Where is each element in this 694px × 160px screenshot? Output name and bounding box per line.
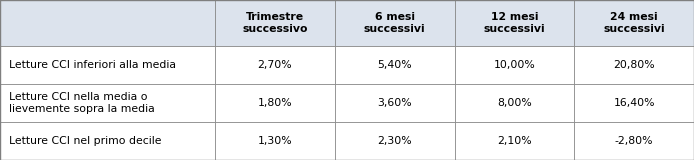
Text: 3,60%: 3,60% bbox=[378, 98, 412, 108]
Text: 1,80%: 1,80% bbox=[257, 98, 292, 108]
Bar bbox=[0, 122, 215, 160]
Bar bbox=[215, 46, 335, 84]
Text: -2,80%: -2,80% bbox=[615, 136, 653, 146]
Bar bbox=[335, 122, 455, 160]
Text: Letture CCI nel primo decile: Letture CCI nel primo decile bbox=[9, 136, 162, 146]
Bar bbox=[215, 84, 335, 122]
Bar bbox=[335, 84, 455, 122]
Text: 8,00%: 8,00% bbox=[497, 98, 532, 108]
Bar bbox=[455, 84, 574, 122]
Text: 20,80%: 20,80% bbox=[613, 60, 655, 70]
Bar bbox=[574, 46, 694, 84]
Bar bbox=[574, 84, 694, 122]
Bar bbox=[0, 84, 215, 122]
Text: 5,40%: 5,40% bbox=[378, 60, 412, 70]
Text: 2,30%: 2,30% bbox=[378, 136, 412, 146]
Bar bbox=[455, 0, 574, 46]
Text: 10,00%: 10,00% bbox=[493, 60, 535, 70]
Bar bbox=[455, 46, 574, 84]
Text: 1,30%: 1,30% bbox=[257, 136, 292, 146]
Text: 2,70%: 2,70% bbox=[257, 60, 292, 70]
Text: 24 mesi
successivi: 24 mesi successivi bbox=[603, 12, 665, 34]
Bar bbox=[215, 0, 335, 46]
Text: Letture CCI inferiori alla media: Letture CCI inferiori alla media bbox=[9, 60, 176, 70]
Bar bbox=[335, 0, 455, 46]
Bar bbox=[0, 46, 215, 84]
Bar bbox=[215, 122, 335, 160]
Bar bbox=[574, 122, 694, 160]
Text: 6 mesi
successivi: 6 mesi successivi bbox=[364, 12, 425, 34]
Text: 2,10%: 2,10% bbox=[497, 136, 532, 146]
Bar bbox=[455, 122, 574, 160]
Text: Letture CCI nella media o
lievemente sopra la media: Letture CCI nella media o lievemente sop… bbox=[9, 92, 155, 114]
Bar bbox=[0, 0, 215, 46]
Text: 16,40%: 16,40% bbox=[613, 98, 655, 108]
Text: 12 mesi
successivi: 12 mesi successivi bbox=[484, 12, 545, 34]
Bar bbox=[574, 0, 694, 46]
Bar bbox=[335, 46, 455, 84]
Text: Trimestre
successivo: Trimestre successivo bbox=[242, 12, 307, 34]
